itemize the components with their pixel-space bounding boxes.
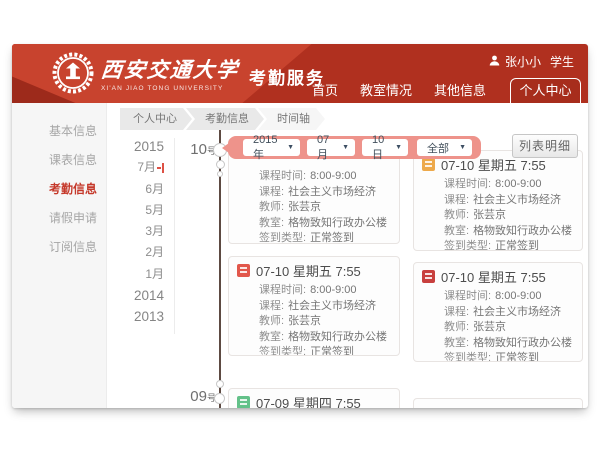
caret-down-icon: ▼	[395, 144, 402, 151]
breadcrumb-personal-center[interactable]: 个人中心	[120, 108, 192, 130]
year-dropdown[interactable]: 2015年 ▼	[243, 134, 300, 161]
attendance-type-icon	[422, 158, 435, 171]
card-field: 教室: 格物致知行政办公楼	[444, 224, 573, 237]
month-dropdown[interactable]: 07月 ▼	[307, 134, 355, 161]
top-nav: 首页 教室情况 其他信息 个人中心	[301, 78, 581, 103]
breadcrumb: 个人中心 考勤信息 时间轴	[120, 108, 325, 130]
rail-divider	[174, 138, 175, 334]
day-dropdown[interactable]: 10日 ▼	[362, 134, 408, 161]
sidebar-item-subscription-info[interactable]: 订阅信息	[49, 240, 98, 254]
card-field: 教师: 张芸京	[444, 209, 507, 221]
card-field: 签到类型: 正常签到	[259, 232, 355, 244]
card-title: 07-10 星期五 7:55	[256, 264, 361, 279]
timeline-node	[217, 171, 223, 177]
card-title: 07-10 星期五 7:55	[441, 270, 546, 285]
attendance-type-icon	[422, 270, 435, 283]
rail-month-5[interactable]: 5月	[145, 202, 164, 217]
app-header: 西安交通大学 XI'AN JIAO TONG UNIVERSITY 考勤服务 张…	[12, 44, 588, 103]
timeline-node	[216, 160, 225, 169]
attendance-type-icon	[237, 264, 250, 277]
user-icon	[489, 55, 500, 69]
card-field: 课程时间: 8:00-9:00	[259, 170, 357, 182]
sidebar-item-schedule-info[interactable]: 课表信息	[49, 153, 98, 167]
attendance-card: 07-09 星期四 7:55	[228, 388, 400, 408]
sidebar: 基本信息 课表信息 考勤信息 请假申请 订阅信息	[12, 103, 107, 408]
rail-year-2014[interactable]: 2014	[133, 288, 164, 304]
sidebar-item-basic-info[interactable]: 基本信息	[49, 124, 98, 138]
university-name-cn: 西安交通大学	[99, 59, 241, 82]
nav-item-home[interactable]: 首页	[311, 83, 338, 98]
card-field: 教室: 格物致知行政办公楼	[444, 336, 573, 349]
card-field: 课程时间: 8:00-9:00	[259, 284, 357, 296]
caret-down-icon: ▼	[459, 144, 466, 151]
card-field: 教师: 张芸京	[259, 201, 322, 213]
card-field: 教师: 张芸京	[259, 315, 322, 327]
card-field: 课程时间: 8:00-9:00	[444, 290, 542, 302]
card-title: 07-09 星期四 7:55	[256, 396, 361, 408]
attendance-card: 07-10 星期五 7:55 课程时间: 8:00-9:00 课程: 社会主义市场经…	[413, 262, 583, 362]
card-field: 教师: 张芸京	[444, 321, 507, 333]
card-field: 课程时间: 8:00-9:00	[444, 178, 542, 190]
card-field: 教室: 格物致知行政办公楼	[259, 330, 388, 343]
user-role: 学生	[549, 55, 574, 69]
sidebar-item-attendance-info[interactable]: 考勤信息	[49, 182, 98, 196]
app-title: 考勤服务	[249, 69, 325, 88]
university-logo: 西安交通大学 XI'AN JIAO TONG UNIVERSITY 考勤服务	[52, 52, 325, 99]
university-name-en: XI'AN JIAO TONG UNIVERSITY	[101, 85, 224, 92]
sidebar-item-leave-request[interactable]: 请假申请	[49, 211, 98, 225]
list-detail-button[interactable]: 列表明细	[512, 134, 578, 158]
card-title: 07-10 星期五 7:55	[441, 158, 546, 173]
university-emblem-icon	[52, 52, 94, 99]
current-month-tick-icon	[157, 163, 164, 174]
rail-month-7[interactable]: 7月	[108, 157, 164, 178]
timeline-node	[216, 380, 224, 388]
timeline-year-rail: 2015 7月 6月 5月 3月 2月 1月 2014 2013	[108, 136, 164, 328]
card-field: 签到类型: 正常签到	[259, 346, 355, 356]
date-filter-bar: 2015年 ▼ 07月 ▼ 10日 ▼ 全部 ▼	[222, 134, 481, 161]
rail-month-3[interactable]: 3月	[145, 224, 164, 239]
card-field: 课程: 社会主义市场经济	[259, 299, 377, 312]
rail-year-2015[interactable]: 2015	[133, 139, 164, 154]
card-field: 课程: 社会主义市场经济	[444, 305, 562, 318]
rail-year-2013[interactable]: 2013	[133, 309, 164, 325]
attendance-card: 07-10 星期五 7:55 课程时间: 8:00-9:00 课程: 社会主义市场经…	[413, 150, 583, 251]
timeline-node	[214, 393, 225, 404]
user-name: 张小小	[504, 55, 541, 69]
nav-item-other-info[interactable]: 其他信息	[433, 83, 486, 98]
rail-month-1[interactable]: 1月	[145, 266, 164, 281]
card-field: 课程: 社会主义市场经济	[259, 185, 377, 198]
nav-item-classrooms[interactable]: 教室情况	[359, 83, 412, 98]
breadcrumb-attendance-info[interactable]: 考勤信息	[186, 108, 264, 130]
nav-tab-personal-center[interactable]: 个人中心	[510, 78, 581, 103]
caret-down-icon: ▼	[287, 144, 294, 151]
type-dropdown[interactable]: 全部 ▼	[417, 139, 472, 156]
attendance-app-window: 西安交通大学 XI'AN JIAO TONG UNIVERSITY 考勤服务 张…	[12, 44, 588, 408]
card-field: 签到类型: 正常签到	[444, 352, 540, 362]
attendance-type-icon	[237, 396, 250, 408]
timeline-line	[219, 118, 221, 408]
caret-down-icon: ▼	[342, 144, 349, 151]
rail-month-6[interactable]: 6月	[145, 181, 164, 196]
card-field: 签到类型: 正常签到	[444, 240, 540, 251]
breadcrumb-timeline[interactable]: 时间轴	[258, 108, 325, 130]
attendance-card	[413, 398, 583, 408]
rail-month-2[interactable]: 2月	[145, 245, 164, 260]
card-field: 教室: 格物致知行政办公楼	[259, 216, 388, 229]
day-marker-10: 10号	[190, 141, 216, 158]
day-marker-09: 09号	[190, 388, 216, 405]
card-field: 课程: 社会主义市场经济	[444, 193, 562, 206]
attendance-card: 07-10 星期五 7:55 课程时间: 8:00-9:00 课程: 社会主义市场经…	[228, 256, 400, 356]
user-info[interactable]: 张小小 学生	[489, 53, 574, 70]
